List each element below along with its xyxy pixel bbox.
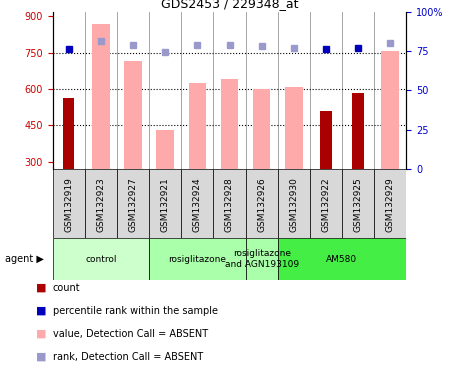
Text: agent ▶: agent ▶ [5, 254, 44, 264]
Text: GSM132930: GSM132930 [289, 177, 298, 232]
Text: ■: ■ [36, 329, 46, 339]
Text: AM580: AM580 [326, 255, 358, 264]
Text: GSM132923: GSM132923 [96, 177, 106, 232]
Bar [221, 79, 238, 169]
Text: GSM132926: GSM132926 [257, 177, 266, 232]
Text: GSM132929: GSM132929 [386, 177, 395, 232]
Bar [92, 24, 110, 169]
Bar [213, 169, 246, 238]
Bar [157, 130, 174, 169]
Bar [246, 238, 278, 280]
Bar [149, 169, 181, 238]
Text: ■: ■ [36, 306, 46, 316]
Bar [53, 238, 149, 280]
Text: GSM132927: GSM132927 [129, 177, 138, 232]
Text: GSM132924: GSM132924 [193, 177, 202, 232]
Text: rank, Detection Call = ABSENT: rank, Detection Call = ABSENT [53, 352, 203, 362]
Text: rosiglitazone: rosiglitazone [168, 255, 226, 264]
Bar [342, 169, 374, 238]
Bar [285, 87, 302, 169]
Text: GSM132925: GSM132925 [353, 177, 363, 232]
Text: GSM132922: GSM132922 [321, 177, 330, 232]
Text: GSM132928: GSM132928 [225, 177, 234, 232]
Bar [278, 238, 406, 280]
Text: ■: ■ [36, 352, 46, 362]
Text: control: control [85, 255, 117, 264]
Bar [310, 169, 342, 238]
Bar [63, 98, 74, 169]
Bar [117, 169, 149, 238]
Bar [181, 169, 213, 238]
Bar [246, 169, 278, 238]
Bar [320, 111, 331, 169]
Bar [278, 169, 310, 238]
Bar [124, 61, 142, 169]
Bar [374, 169, 406, 238]
Text: GSM132921: GSM132921 [161, 177, 170, 232]
Title: GDS2453 / 229348_at: GDS2453 / 229348_at [161, 0, 298, 10]
Bar [53, 169, 85, 238]
Bar [381, 51, 399, 169]
Text: rosiglitazone
and AGN193109: rosiglitazone and AGN193109 [224, 250, 299, 269]
Bar [189, 83, 206, 169]
Text: value, Detection Call = ABSENT: value, Detection Call = ABSENT [53, 329, 208, 339]
Bar [149, 238, 246, 280]
Text: count: count [53, 283, 80, 293]
Text: GSM132919: GSM132919 [64, 177, 73, 232]
Bar [85, 169, 117, 238]
Text: percentile rank within the sample: percentile rank within the sample [53, 306, 218, 316]
Bar [253, 89, 270, 169]
Bar [353, 93, 364, 169]
Text: ■: ■ [36, 283, 46, 293]
